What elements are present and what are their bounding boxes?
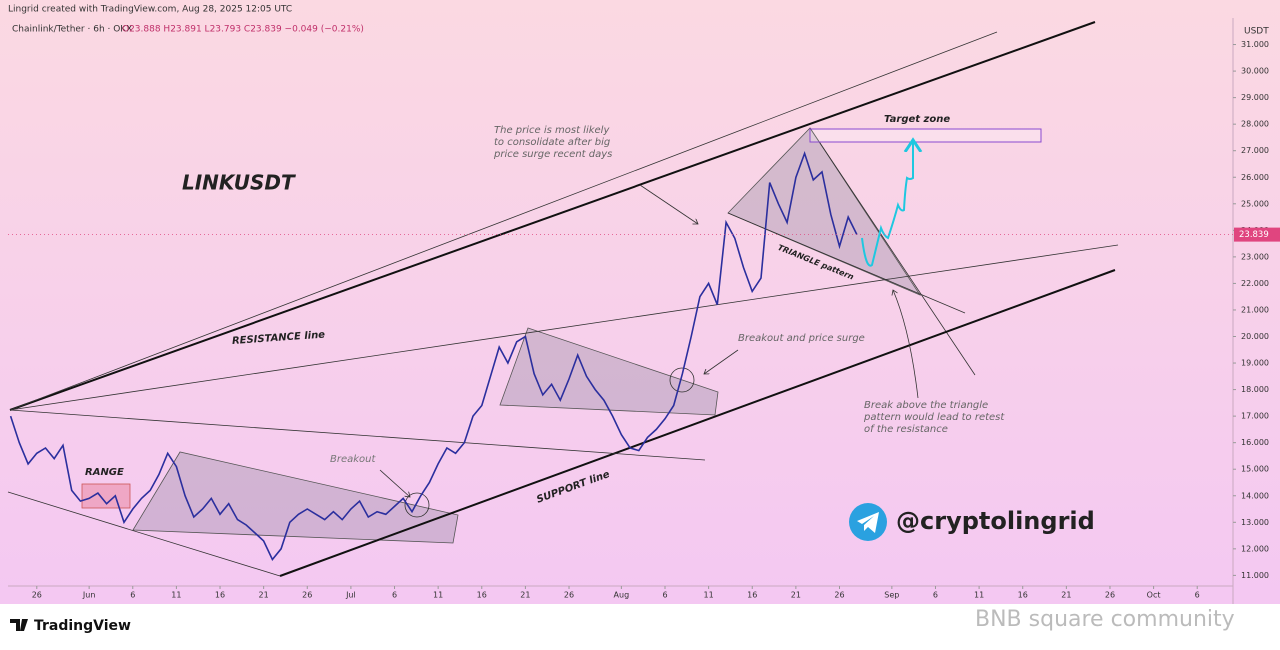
range-box (81, 483, 131, 509)
x-tick-label: 26 (302, 591, 312, 600)
retest-note: Break above the triangle (864, 400, 988, 411)
resistance-channel (9, 21, 1096, 411)
y-tick-label: 15.000 (1241, 465, 1269, 474)
x-tick-label: 16 (1018, 591, 1028, 600)
y-tick-label: 29.000 (1241, 93, 1269, 102)
watermark: BNB square community (975, 607, 1235, 632)
y-tick-label: 22.000 (1241, 279, 1269, 288)
y-tick-label: 17.000 (1241, 412, 1269, 421)
x-tick-label: 21 (1061, 591, 1071, 600)
x-tick-label: 26 (32, 591, 42, 600)
y-tick-label: 28.000 (1241, 120, 1269, 129)
breakout-circle (669, 367, 695, 393)
y-tick-label: 19.000 (1241, 359, 1269, 368)
x-tick-label: 6 (130, 591, 135, 600)
breakout-circle (404, 492, 430, 518)
flag (499, 327, 719, 416)
x-tick-label: 21 (520, 591, 530, 600)
price-line (9, 150, 858, 561)
y-tick-label: 23.000 (1241, 252, 1269, 261)
trend-line (9, 31, 998, 411)
x-tick-label: 21 (791, 591, 801, 600)
trend-line (9, 244, 1119, 411)
consolidate-note: to consolidate after big (494, 137, 610, 148)
x-tick-label: 11 (974, 591, 984, 600)
x-tick-label: 6 (1195, 591, 1200, 600)
y-tick-label: 13.000 (1241, 518, 1269, 527)
y-tick-label: 16.000 (1241, 438, 1269, 447)
triangle (727, 127, 922, 296)
telegram-glyph (857, 512, 879, 533)
y-tick-label: 31.000 (1241, 40, 1269, 49)
y-tick-label: 30.000 (1241, 67, 1269, 76)
y-unit: USDT (1244, 27, 1269, 37)
y-tick-label: 20.000 (1241, 332, 1269, 341)
wedge (132, 451, 459, 544)
ohlc: O23.888 H23.891 L23.793 C23.839 −0.049 (… (122, 25, 364, 35)
triangle-line (727, 212, 966, 314)
breakout-surge-label: Breakout and price surge (738, 333, 865, 344)
footer-bar (0, 604, 1280, 646)
x-tick-label: 6 (933, 591, 938, 600)
y-tick-label: 14.000 (1241, 491, 1269, 500)
retest-note: of the resistance (864, 424, 948, 435)
retest-note: pattern would lead to retest (863, 412, 1005, 423)
x-tick-label: Jul (345, 591, 356, 600)
range-label: RANGE (85, 467, 124, 478)
target-label: Target zone (884, 114, 950, 125)
x-tick-label: Oct (1147, 591, 1161, 600)
x-tick-label: 26 (1105, 591, 1115, 600)
x-tick-label: 6 (662, 591, 667, 600)
y-tick-label: 27.000 (1241, 146, 1269, 155)
last-price-label: 23.839 (1239, 230, 1269, 240)
trend-line (7, 491, 281, 577)
symbol-info: Chainlink/Tether · 6h · OKX (12, 25, 132, 35)
arrow (379, 469, 410, 497)
drawings (7, 21, 1119, 577)
x-tick-label: 21 (259, 591, 269, 600)
projection-path (861, 142, 913, 267)
trend-line (9, 409, 706, 461)
x-tick-label: Sep (884, 591, 899, 600)
arrow (639, 184, 698, 224)
x-tick-label: 26 (564, 591, 574, 600)
brand: TradingView (34, 618, 131, 634)
y-tick-label: 11.000 (1241, 571, 1269, 580)
target-box (809, 128, 1042, 143)
support-channel (279, 269, 1116, 577)
header: Lingrid created with TradingView.com, Au… (8, 5, 292, 15)
triangle-line (809, 127, 976, 376)
last-price-box (1234, 227, 1280, 242)
x-tick-label: 11 (704, 591, 714, 600)
x-tick-label: 26 (834, 591, 844, 600)
arrow (704, 349, 739, 374)
x-tick-label: Aug (614, 591, 630, 600)
consolidate-note: price surge recent days (493, 149, 612, 160)
y-tick-label: 26.000 (1241, 173, 1269, 182)
symbol-label: LINKUSDT (182, 171, 296, 195)
y-tick-label: 12.000 (1241, 544, 1269, 553)
tv-logo (10, 619, 28, 631)
y-tick-label: 18.000 (1241, 385, 1269, 394)
y-tick-label: 25.000 (1241, 199, 1269, 208)
x-tick-label: 16 (215, 591, 225, 600)
x-tick-label: 11 (171, 591, 181, 600)
breakout-label: Breakout (330, 454, 376, 465)
x-tick-label: 6 (392, 591, 397, 600)
x-tick-label: 16 (747, 591, 757, 600)
y-tick-label: 21.000 (1241, 305, 1269, 314)
handle: @cryptolingrid (896, 507, 1095, 535)
x-tick-label: 11 (433, 591, 443, 600)
consolidate-note: The price is most likely (494, 125, 610, 136)
x-tick-label: Jun (82, 591, 96, 600)
x-tick-label: 16 (477, 591, 487, 600)
arrow (893, 290, 919, 399)
